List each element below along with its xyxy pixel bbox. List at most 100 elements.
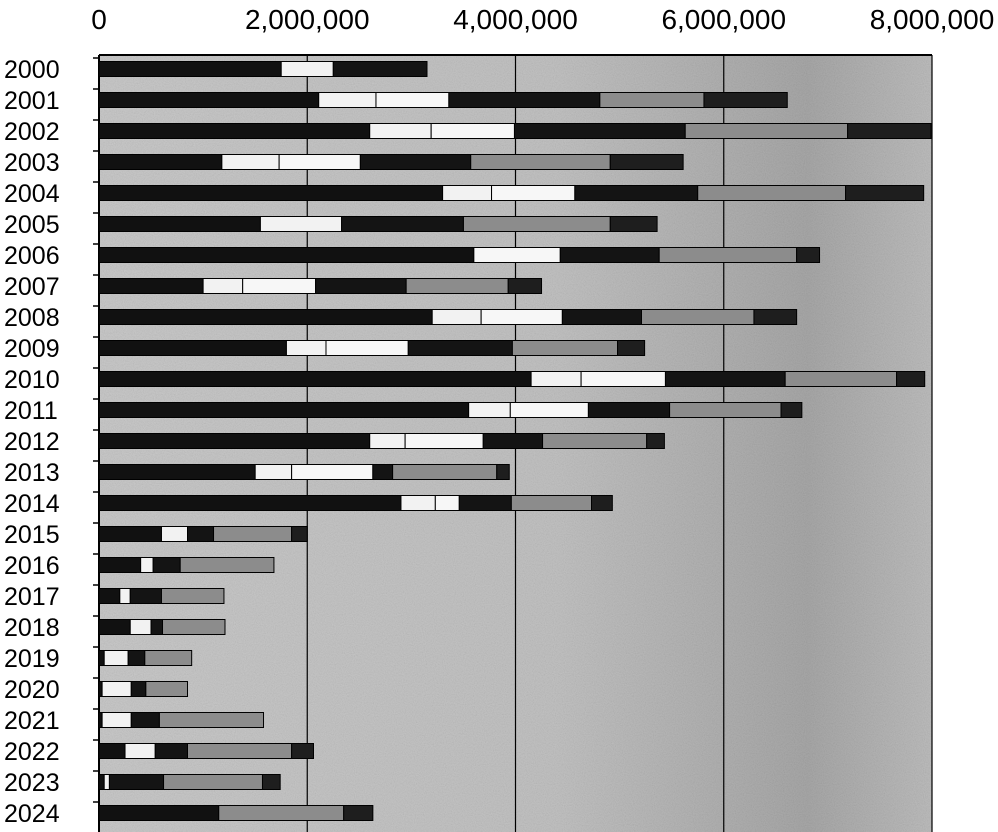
- bar-segment: [405, 278, 509, 294]
- bar-segment: [98, 495, 402, 511]
- bar-segment: [98, 216, 261, 232]
- x-tick-label: 4,000,000: [453, 4, 578, 35]
- bar-segment: [163, 774, 263, 790]
- x-tick-label: 8,000,000: [870, 4, 995, 35]
- bar-segment: [400, 495, 436, 511]
- bar-segment: [278, 154, 361, 170]
- bar-segment: [179, 557, 275, 573]
- bar-segment: [98, 61, 282, 77]
- bar-segment: [98, 557, 142, 573]
- bar-segment: [646, 433, 665, 449]
- bar-segment: [343, 805, 374, 821]
- y-tick-label: 2004: [4, 180, 60, 208]
- bar-segment: [375, 92, 450, 108]
- bar-segment: [669, 402, 782, 418]
- bar-segment: [561, 309, 642, 325]
- bar-segment: [442, 185, 493, 201]
- bar-segment: [254, 464, 293, 480]
- bar-segment: [780, 402, 803, 418]
- y-tick-label: 2011: [4, 397, 58, 425]
- y-tick-label: 2014: [4, 490, 60, 518]
- y-tick-label: 2007: [4, 273, 60, 301]
- x-tick-label: 2,000,000: [245, 4, 370, 35]
- bar-segment: [242, 278, 317, 294]
- y-tick-label: 2018: [4, 614, 60, 642]
- bar-segment: [98, 805, 220, 821]
- y-tick-label: 2002: [4, 118, 60, 146]
- bar-segment: [285, 340, 327, 356]
- bar-segment: [103, 650, 129, 666]
- bar-segment: [332, 61, 428, 77]
- bar-segment: [98, 433, 371, 449]
- bar-segment: [574, 185, 699, 201]
- y-tick-label: 2021: [4, 707, 60, 735]
- bar-segment: [617, 340, 646, 356]
- bar-segment: [213, 526, 293, 542]
- bar-segment: [609, 216, 658, 232]
- bar-segment: [98, 340, 287, 356]
- bar-segment: [140, 557, 154, 573]
- bar-segment: [98, 371, 532, 387]
- bar-segment: [129, 588, 162, 604]
- bar-segment: [144, 650, 193, 666]
- x-tick-label: 6,000,000: [661, 4, 786, 35]
- y-tick-label: 2008: [4, 304, 60, 332]
- bar-segment: [372, 464, 394, 480]
- bar-segment: [480, 309, 563, 325]
- bar-segment: [591, 495, 613, 511]
- bar-segment: [509, 402, 589, 418]
- y-tick-label: 2024: [4, 800, 60, 828]
- bar-segment: [896, 371, 926, 387]
- bar-segment: [507, 278, 543, 294]
- bar-segment: [359, 154, 472, 170]
- bar-segment: [130, 712, 160, 728]
- y-tick-label: 2003: [4, 149, 60, 177]
- bar-segment: [609, 154, 684, 170]
- y-tick-label: 2022: [4, 738, 60, 766]
- x-tick-label: 0: [91, 4, 107, 35]
- bar-segment: [325, 340, 409, 356]
- bar-segment: [470, 154, 611, 170]
- bar-segment: [796, 247, 821, 263]
- bar-segment: [259, 216, 343, 232]
- bar-segment: [640, 309, 755, 325]
- bar-segment: [448, 92, 601, 108]
- bar-segment: [98, 278, 204, 294]
- bar-segment: [430, 123, 515, 139]
- bar-segment: [98, 619, 131, 635]
- bar-segment: [458, 495, 512, 511]
- bar-segment: [130, 681, 147, 697]
- bar-segment: [261, 774, 281, 790]
- y-tick-label: 2012: [4, 428, 60, 456]
- bar-segment: [315, 278, 407, 294]
- bar-segment: [404, 433, 484, 449]
- bar-segment: [98, 402, 470, 418]
- bar-segment: [218, 805, 345, 821]
- y-tick-label: 2017: [4, 583, 60, 611]
- bar-segment: [280, 61, 334, 77]
- bar-segment: [98, 185, 444, 201]
- bar-segment: [162, 619, 226, 635]
- bar-segment: [697, 185, 847, 201]
- bar-segment: [510, 495, 593, 511]
- y-tick-label: 2015: [4, 521, 60, 549]
- bar-segment: [684, 123, 849, 139]
- bar-segment: [703, 92, 788, 108]
- bar-segment: [530, 371, 582, 387]
- bar-segment: [845, 185, 925, 201]
- bar-segment: [369, 123, 432, 139]
- y-tick-label: 2000: [4, 56, 60, 84]
- bar-segment: [221, 154, 280, 170]
- bar-segment: [513, 123, 686, 139]
- y-tick-label: 2019: [4, 645, 60, 673]
- bar-segment: [98, 588, 121, 604]
- bar-segment: [98, 309, 433, 325]
- bar-segment: [98, 743, 126, 759]
- bar-segment: [784, 371, 898, 387]
- bar-segment: [658, 247, 798, 263]
- bar-segment: [434, 495, 460, 511]
- bar-segment: [462, 216, 611, 232]
- bar-segments: [98, 61, 932, 821]
- bar-segment: [559, 247, 660, 263]
